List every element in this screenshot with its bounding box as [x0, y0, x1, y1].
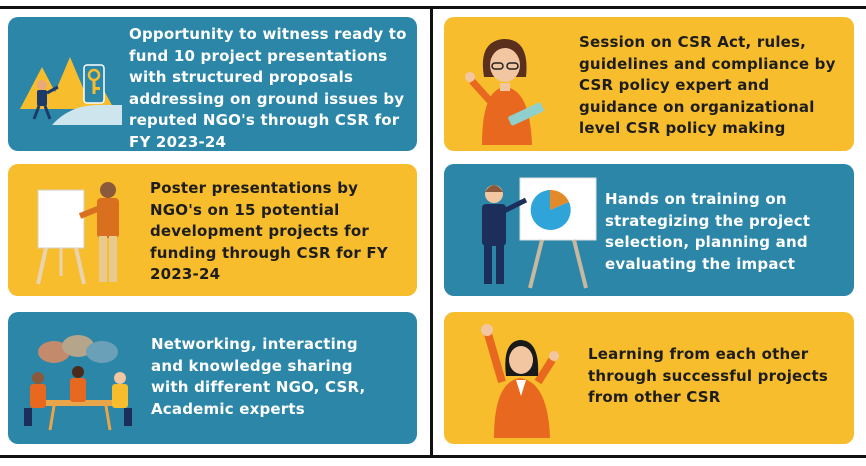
poster-presenter-icon	[36, 182, 119, 285]
center-divider	[430, 8, 433, 456]
presentation-key-icon	[20, 57, 122, 125]
bottom-border	[0, 455, 866, 458]
card-text: Learning from each other through success…	[588, 345, 829, 406]
card-poster-presentations: Poster presentations by NGO's on 15 pote…	[8, 164, 417, 296]
card-text: Hands on training on strategizing the pr…	[605, 190, 811, 273]
card-text: Networking, interacting and knowledge sh…	[151, 335, 366, 418]
networking-people-icon	[24, 335, 132, 431]
card-text: Session on CSR Act, rules, guidelines an…	[579, 33, 836, 137]
card-text: Poster presentations by NGO's on 15 pote…	[150, 179, 388, 283]
expert-woman-icon	[465, 39, 544, 145]
card-project-presentations: Opportunity to witness ready to fund 10 …	[8, 17, 417, 151]
celebrating-woman-icon	[481, 324, 559, 438]
trainer-chart-icon	[482, 177, 597, 289]
card-networking: Networking, interacting and knowledge sh…	[8, 312, 417, 444]
top-border	[0, 6, 866, 9]
card-text: Opportunity to witness ready to fund 10 …	[129, 25, 407, 151]
card-csr-act-session: Session on CSR Act, rules, guidelines an…	[444, 17, 854, 151]
card-hands-on-training: Hands on training on strategizing the pr…	[444, 164, 854, 296]
card-learning-each-other: Learning from each other through success…	[444, 312, 854, 444]
